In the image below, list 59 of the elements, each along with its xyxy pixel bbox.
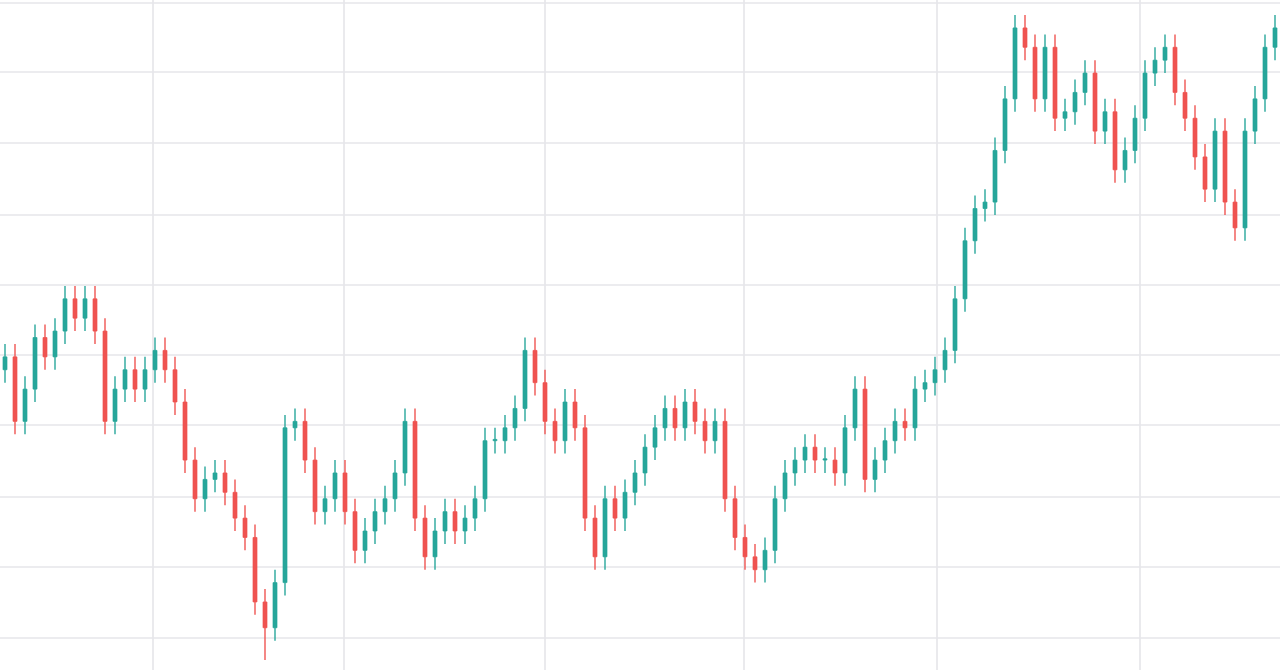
- candlestick: [882, 427, 888, 474]
- candlestick: [802, 433, 808, 474]
- candlestick: [662, 394, 668, 442]
- candlestick: [152, 336, 158, 384]
- candlestick: [82, 285, 88, 332]
- candlestick: [632, 459, 638, 506]
- candlestick: [322, 485, 328, 526]
- candlestick: [202, 465, 208, 513]
- candlestick: [652, 414, 658, 461]
- candlestick: [222, 459, 228, 506]
- candlestick: [672, 394, 678, 442]
- candlestick: [742, 523, 748, 571]
- candlestick: [242, 504, 248, 552]
- candlestick: [552, 407, 558, 455]
- candlestick: [502, 414, 508, 455]
- candlestick: [942, 336, 948, 384]
- candlestick: [1062, 98, 1068, 132]
- candlestick: [812, 433, 818, 474]
- candlestick: [382, 485, 388, 526]
- candlestick: [752, 543, 758, 584]
- candlestick: [442, 498, 448, 545]
- candlestick: [692, 388, 698, 435]
- candlestick: [932, 356, 938, 397]
- candlestick: [902, 407, 908, 442]
- candlestick: [702, 407, 708, 455]
- candlestick: [72, 285, 78, 332]
- candlestick: [922, 369, 928, 403]
- candlestick: [512, 394, 518, 442]
- candlestick: [1162, 33, 1168, 74]
- candlestick: [892, 407, 898, 455]
- candlestick: [832, 446, 838, 487]
- candlestick: [452, 498, 458, 545]
- candlestick: [492, 427, 498, 455]
- candlestick: [472, 485, 478, 532]
- candlestick: [1272, 14, 1278, 61]
- candlestick: [122, 356, 128, 403]
- candlestick: [1122, 136, 1128, 184]
- candlestick: [982, 188, 988, 223]
- candlestick: [1022, 14, 1028, 61]
- candlestick: [142, 356, 148, 403]
- candlestick: [2, 343, 8, 384]
- candlestick: [362, 517, 368, 564]
- candlestick: [292, 407, 298, 442]
- candlestick: [372, 498, 378, 545]
- candlestick: [712, 407, 718, 455]
- candlestick: [132, 356, 138, 403]
- candlestick: [1082, 59, 1088, 107]
- candlestick: [162, 336, 168, 384]
- candlestick: [612, 485, 618, 532]
- candlestick: [1072, 78, 1078, 126]
- candlestick: [462, 504, 468, 545]
- candlestick: [762, 536, 768, 584]
- candlestick: [822, 446, 828, 474]
- candlestick: [212, 459, 218, 494]
- candlestick: [872, 446, 878, 494]
- candlestick: [42, 323, 48, 371]
- candlestick: [792, 446, 798, 487]
- candlestick: [1102, 98, 1108, 145]
- candlestick: [1152, 46, 1158, 87]
